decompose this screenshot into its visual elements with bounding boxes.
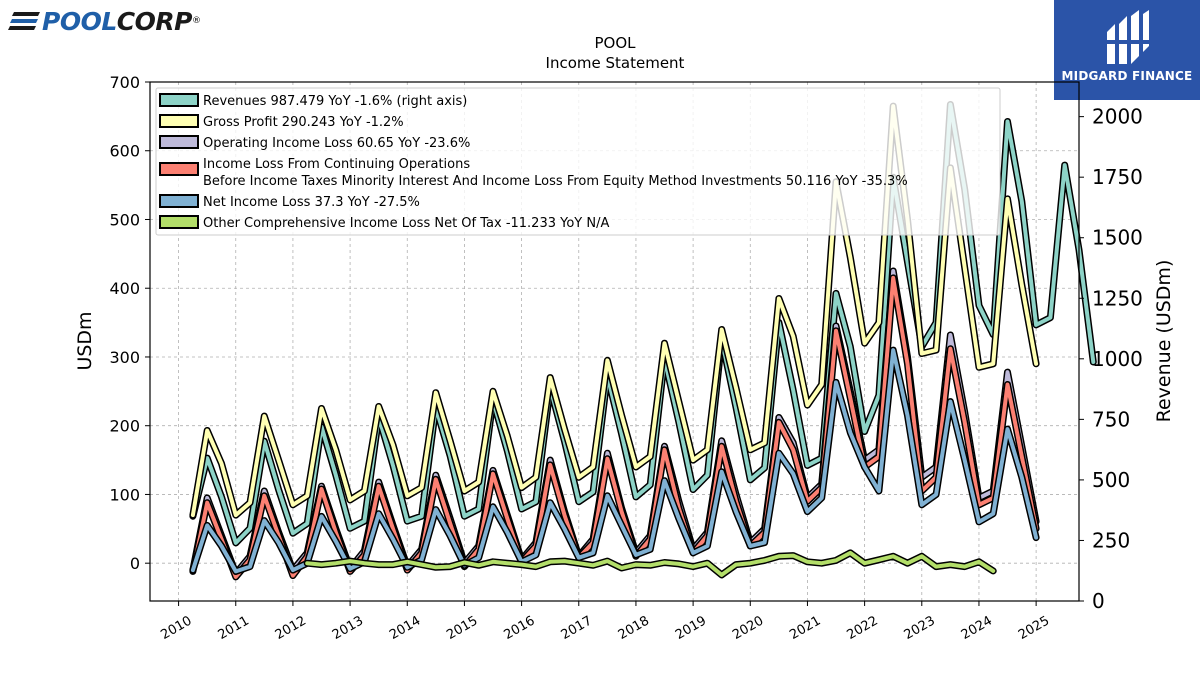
poolcorp-logo-text-pool: POOL (42, 6, 117, 36)
y-tick-label-right: 1000 (1092, 347, 1143, 371)
x-tick-label: 2025 (1016, 613, 1052, 643)
series-line-net-income (190, 348, 1039, 574)
legend-label-gross-profit: Gross Profit 290.243 YoY -1.2% (203, 115, 404, 130)
legend-swatch-operating-income (159, 135, 199, 149)
y-axis-left: 0 100 200 300 400 500 600 700 (109, 73, 150, 573)
y-tick-label-right: 750 (1092, 407, 1130, 431)
y-tick-label-right: 500 (1092, 468, 1130, 492)
y-tick-label-right: 1500 (1092, 226, 1143, 250)
legend: Revenues 987.479 YoY -1.6% (right axis) G… (155, 87, 1001, 236)
legend-label-operating-income: Operating Income Loss 60.65 YoY -23.6% (203, 136, 470, 151)
x-tick-label: 2020 (730, 613, 766, 643)
midgard-finance-logo-text: MIDGARD FINANCE (1061, 69, 1193, 83)
legend-swatch-revenues (159, 93, 199, 107)
y-tick-label-right: 1750 (1092, 165, 1143, 189)
x-tick-label: 2013 (330, 613, 366, 643)
x-axis: 2010 2011 2012 2013 2014 2015 2016 2017 2018 2019… (158, 601, 1052, 643)
plot-frame (149, 81, 1080, 602)
legend-swatch-pretax-income (159, 162, 199, 176)
y-tick-label-left: 300 (109, 348, 140, 367)
legend-swatch-other-comprehensive (159, 215, 199, 229)
poolcorp-logo-text-corp: CORP (116, 6, 193, 36)
poolcorp-logo: POOL CORP ® (8, 4, 201, 38)
x-tick-label: 2018 (616, 613, 652, 643)
y-axis-right: 0 250 500 750 1000 1250 1500 1750 2000 (1079, 105, 1143, 613)
midgard-finance-logo: MIDGARD FINANCE (1054, 0, 1200, 100)
y-tick-label-right: 250 (1092, 528, 1130, 552)
y-tick-label-right: 2000 (1092, 105, 1143, 129)
x-tick-label: 2023 (902, 613, 938, 643)
y-tick-label-left: 100 (109, 485, 140, 504)
y-axis-left-label: USDm (74, 311, 96, 370)
y-tick-label-left: 0 (130, 554, 140, 573)
poolcorp-swoosh-icon (8, 12, 40, 30)
legend-label-revenues: Revenues 987.479 YoY -1.6% (right axis) (203, 94, 467, 109)
y-tick-label-left: 600 (109, 142, 140, 161)
y-tick-label-right: 0 (1092, 589, 1105, 613)
legend-swatch-gross-profit (159, 114, 199, 128)
legend-label-pretax-income-line2: Before Income Taxes Minority Interest An… (203, 174, 908, 189)
x-tick-label: 2012 (273, 613, 309, 643)
x-tick-label: 2021 (787, 613, 823, 643)
legend-label-net-income: Net Income Loss 37.3 YoY -27.5% (203, 195, 420, 210)
midgard-emblem-icon (1105, 10, 1151, 64)
x-tick-label: 2011 (216, 613, 252, 643)
series-line-other-comprehensive (305, 550, 996, 577)
series-line-pretax-income (190, 275, 1039, 579)
y-axis-right-label: Revenue (USDm) (1153, 260, 1175, 423)
legend-frame (155, 87, 1001, 236)
y-tick-label-left: 200 (109, 417, 140, 436)
y-tick-label-right: 1250 (1092, 286, 1143, 310)
x-tick-label: 2022 (844, 613, 880, 643)
x-tick-label: 2010 (158, 613, 194, 643)
x-tick-label: 2015 (444, 613, 480, 643)
chart-subtitle: Income Statement (546, 54, 685, 72)
y-tick-label-left: 500 (109, 210, 140, 229)
poolcorp-registered-mark: ® (191, 16, 201, 26)
y-tick-label-left: 400 (109, 279, 140, 298)
legend-swatch-net-income (159, 194, 199, 208)
x-tick-label: 2014 (387, 613, 423, 643)
x-tick-label: 2019 (673, 613, 709, 643)
x-tick-label: 2017 (559, 613, 595, 643)
legend-label-other-comprehensive: Other Comprehensive Income Loss Net Of T… (203, 216, 609, 231)
x-tick-label: 2016 (501, 613, 537, 643)
x-tick-label: 2024 (959, 613, 995, 643)
chart-title: POOL (594, 34, 636, 52)
y-tick-label-left: 700 (109, 73, 140, 92)
legend-label-pretax-income: Income Loss From Continuing Operations (203, 157, 470, 172)
